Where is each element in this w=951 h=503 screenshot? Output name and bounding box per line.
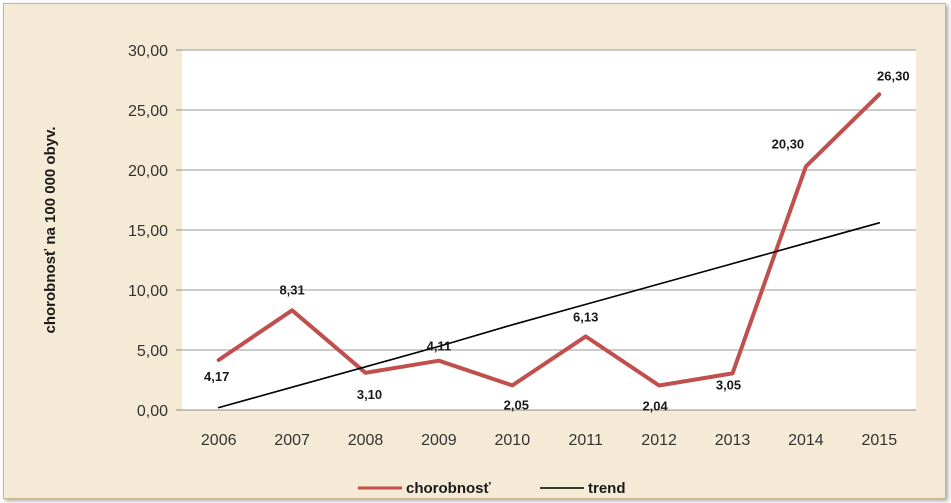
y-tick-label: 15,00 [128, 223, 168, 240]
x-tick-label: 2014 [788, 432, 824, 449]
series-group [216, 92, 882, 409]
series-line-chorobnost [216, 92, 882, 388]
data-label: 3,10 [357, 387, 382, 402]
data-label: 3,05 [716, 377, 741, 392]
data-label: 2,05 [504, 397, 529, 412]
y-tick-label: 20,00 [128, 163, 168, 180]
data-label: 2,04 [642, 399, 668, 414]
x-axis-ticks: 2006 2007 2008 2009 2010 2011 2012 2013 2014 2015 [201, 432, 897, 449]
y-tick-label: 30,00 [128, 43, 168, 60]
y-tick-label: 0,00 [137, 403, 168, 420]
x-tick-label: 2011 [568, 432, 603, 449]
data-label: 4,17 [204, 369, 229, 384]
data-label: 8,31 [279, 282, 304, 297]
series-line-trend [217, 222, 881, 409]
gridlines [176, 49, 916, 411]
x-tick-label: 2010 [495, 432, 531, 449]
data-labels: 4,17 8,31 3,10 4,11 2,05 6,13 2,04 3,05 20,30 26,… [204, 68, 910, 413]
data-label: 6,13 [573, 309, 598, 324]
y-axis-label: chorobnosť na 100 000 obyv. [42, 127, 59, 334]
x-tick-label: 2006 [201, 432, 237, 449]
x-tick-label: 2009 [421, 432, 457, 449]
legend: chorobnosť trend [358, 480, 626, 497]
data-label: 26,30 [877, 68, 910, 83]
y-axis-ticks: 0,00 5,00 10,00 15,00 20,00 25,00 30,00 [128, 43, 168, 420]
y-tick-label: 5,00 [137, 343, 168, 360]
legend-label-trend: trend [588, 480, 626, 497]
x-tick-label: 2013 [715, 432, 751, 449]
data-label: 20,30 [772, 136, 805, 151]
x-tick-label: 2015 [862, 432, 898, 449]
data-label: 4,11 [427, 339, 452, 354]
x-tick-label: 2012 [641, 432, 677, 449]
x-tick-label: 2008 [348, 432, 384, 449]
y-tick-label: 10,00 [128, 283, 168, 300]
y-tick-label: 25,00 [128, 103, 168, 120]
legend-label-chorobnost: chorobnosť [406, 480, 491, 497]
x-tick-label: 2007 [274, 432, 310, 449]
